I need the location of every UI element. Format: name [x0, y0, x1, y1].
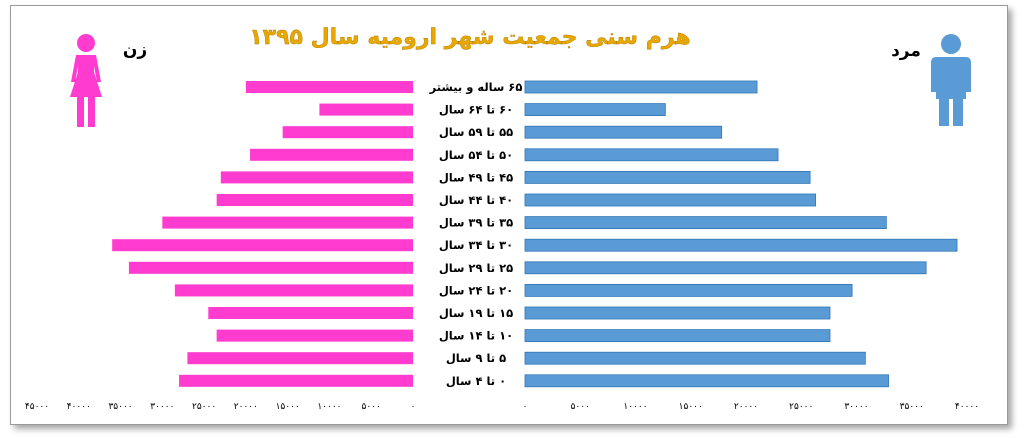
category-label: ۵۵ تا ۵۹ سال	[439, 125, 513, 139]
female-axis-tick: ۴۵۰۰۰	[25, 402, 49, 412]
male-bar	[524, 329, 831, 343]
male-bar	[524, 351, 866, 365]
category-label: ۶۵ ساله و بیشتر	[429, 80, 523, 95]
female-bar	[250, 148, 413, 161]
female-bar	[220, 171, 413, 184]
female-bar	[112, 239, 413, 252]
male-axis-tick: ۴۰۰۰۰	[955, 402, 979, 412]
male-label: مرد	[891, 41, 921, 61]
chart-title: هرم سنی جمعیت شهر ارومیه سال ۱۳۹۵	[249, 25, 691, 50]
category-label: ۱۵ تا ۱۹ سال	[439, 306, 513, 320]
category-label: ۴۰ تا ۴۴ سال	[439, 193, 513, 207]
female-axis-tick: ۰	[411, 402, 416, 412]
male-bar	[524, 193, 817, 207]
female-label: زن	[123, 40, 147, 60]
male-bar	[524, 103, 666, 116]
category-label: ۵۰ تا ۵۴ سال	[439, 148, 513, 162]
male-bar	[524, 148, 779, 162]
category-label: ۳۰ تا ۳۴ سال	[439, 238, 513, 252]
male-bar	[524, 80, 758, 94]
male-axis-tick: ۱۵۰۰۰	[679, 402, 703, 412]
male-bar	[524, 238, 958, 252]
female-axis-tick: ۱۵۰۰۰	[276, 402, 300, 412]
female-bar	[187, 352, 413, 365]
female-axis-tick: ۱۰۰۰۰	[317, 402, 341, 412]
male-bar	[524, 170, 811, 184]
female-bar	[319, 103, 413, 116]
category-label: ۳۵ تا ۳۹ سال	[439, 216, 513, 230]
female-axis-tick: ۲۰۰۰۰	[234, 402, 258, 412]
bars-group	[112, 80, 958, 388]
female-bar	[208, 307, 413, 319]
female-bar	[245, 81, 413, 93]
male-bar	[524, 306, 831, 320]
male-axis-tick: ۱۰۰۰۰	[623, 402, 647, 412]
female-bar	[216, 329, 413, 342]
category-label: ۰ تا ۴ سال	[446, 374, 506, 388]
category-label: ۶۰ تا ۶۴ سال	[439, 103, 513, 117]
female-axis-tick: ۳۵۰۰۰	[108, 402, 132, 412]
female-axis-tick: ۴۰۰۰۰	[67, 402, 91, 412]
male-axis-tick: ۵۰۰۰	[571, 402, 590, 412]
category-label: ۴۵ تا ۴۹ سال	[439, 170, 513, 184]
female-axis-tick: ۳۰۰۰۰	[150, 402, 174, 412]
axis-ticks: ۴۵۰۰۰ ۴۰۰۰۰ ۳۵۰۰۰ ۳۰۰۰۰ ۲۵۰۰۰ ۲۰۰۰۰ ۱۵۰۰۰ ۱۰۰۰۰…	[25, 402, 979, 412]
female-bar	[128, 261, 413, 274]
female-bar	[174, 284, 413, 297]
male-axis-tick: ۰	[523, 402, 528, 412]
category-labels: ۶۵ ساله و بیشتر ۶۰ تا ۶۴ سال ۵۵ تا ۵۹ سال ۵…	[429, 80, 523, 388]
male-bar	[524, 374, 889, 388]
male-axis-tick: ۳۵۰۰۰	[900, 402, 924, 412]
category-label: ۱۰ تا ۱۴ سال	[439, 329, 513, 343]
male-bar	[524, 261, 927, 275]
woman-icon	[70, 34, 102, 127]
male-axis-tick: ۲۰۰۰۰	[734, 402, 758, 412]
category-label: ۲۵ تا ۲۹ سال	[439, 261, 513, 275]
female-bar	[179, 374, 413, 387]
male-bar	[524, 216, 887, 230]
male-bar	[524, 283, 853, 297]
male-bar	[524, 125, 723, 139]
female-axis-tick: ۲۵۰۰۰	[192, 402, 216, 412]
female-bar	[216, 194, 413, 206]
female-bar	[162, 216, 413, 229]
female-bar	[282, 126, 413, 139]
category-label: ۵ تا ۹ سال	[446, 351, 506, 365]
male-axis-tick: ۲۵۰۰۰	[789, 402, 813, 412]
man-icon	[931, 34, 971, 126]
category-label: ۲۰ تا ۲۴ سال	[439, 283, 513, 297]
female-axis-tick: ۵۰۰۰	[362, 402, 381, 412]
male-axis-tick: ۳۰۰۰۰	[844, 402, 868, 412]
